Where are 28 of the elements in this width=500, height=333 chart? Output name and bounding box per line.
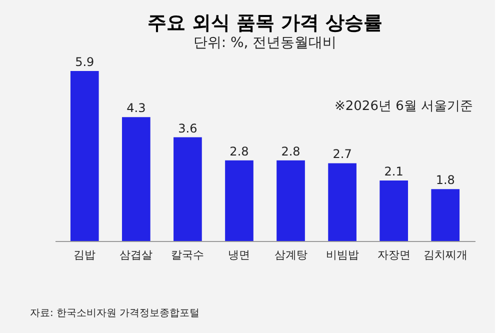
x-tick-label: 김치찌개: [423, 248, 468, 262]
text: 자료: 한국소비자원 가격정보종합포털: [30, 308, 200, 319]
x-tick-label: 냉면: [228, 248, 250, 262]
data-label: 5.9: [75, 55, 94, 69]
x-tick-label: 칼국수: [171, 248, 204, 262]
x-tick-label: 자장면: [377, 248, 410, 262]
data-label: 3.6: [178, 121, 198, 136]
x-tick-label: 삼계탕: [274, 248, 308, 262]
annotation: ※2026년 6월 서울기준: [334, 99, 473, 114]
bar: [174, 137, 202, 241]
bar: [276, 160, 305, 241]
data-label: 4.3: [126, 101, 146, 116]
chart-title: 주요 외식 품목 가격 상승률: [147, 12, 383, 34]
data-label: 2.8: [230, 144, 249, 158]
bar: [122, 117, 150, 241]
x-tick-label: 김밥: [74, 248, 96, 262]
bar: [328, 163, 356, 241]
x-tick-label: 비빔밥: [326, 248, 359, 262]
data-label: 2.8: [281, 144, 300, 158]
data-label: 2.1: [384, 164, 404, 178]
bar: [225, 160, 254, 241]
bar: [431, 189, 460, 241]
chart-subtitle: 단위: %, 전년동월대비: [193, 35, 337, 51]
data-label: 1.8: [436, 173, 455, 188]
x-tick-label: 삼겹살: [120, 248, 153, 262]
bar: [70, 71, 99, 241]
data-label: 2.7: [332, 147, 352, 162]
bar: [380, 180, 408, 241]
